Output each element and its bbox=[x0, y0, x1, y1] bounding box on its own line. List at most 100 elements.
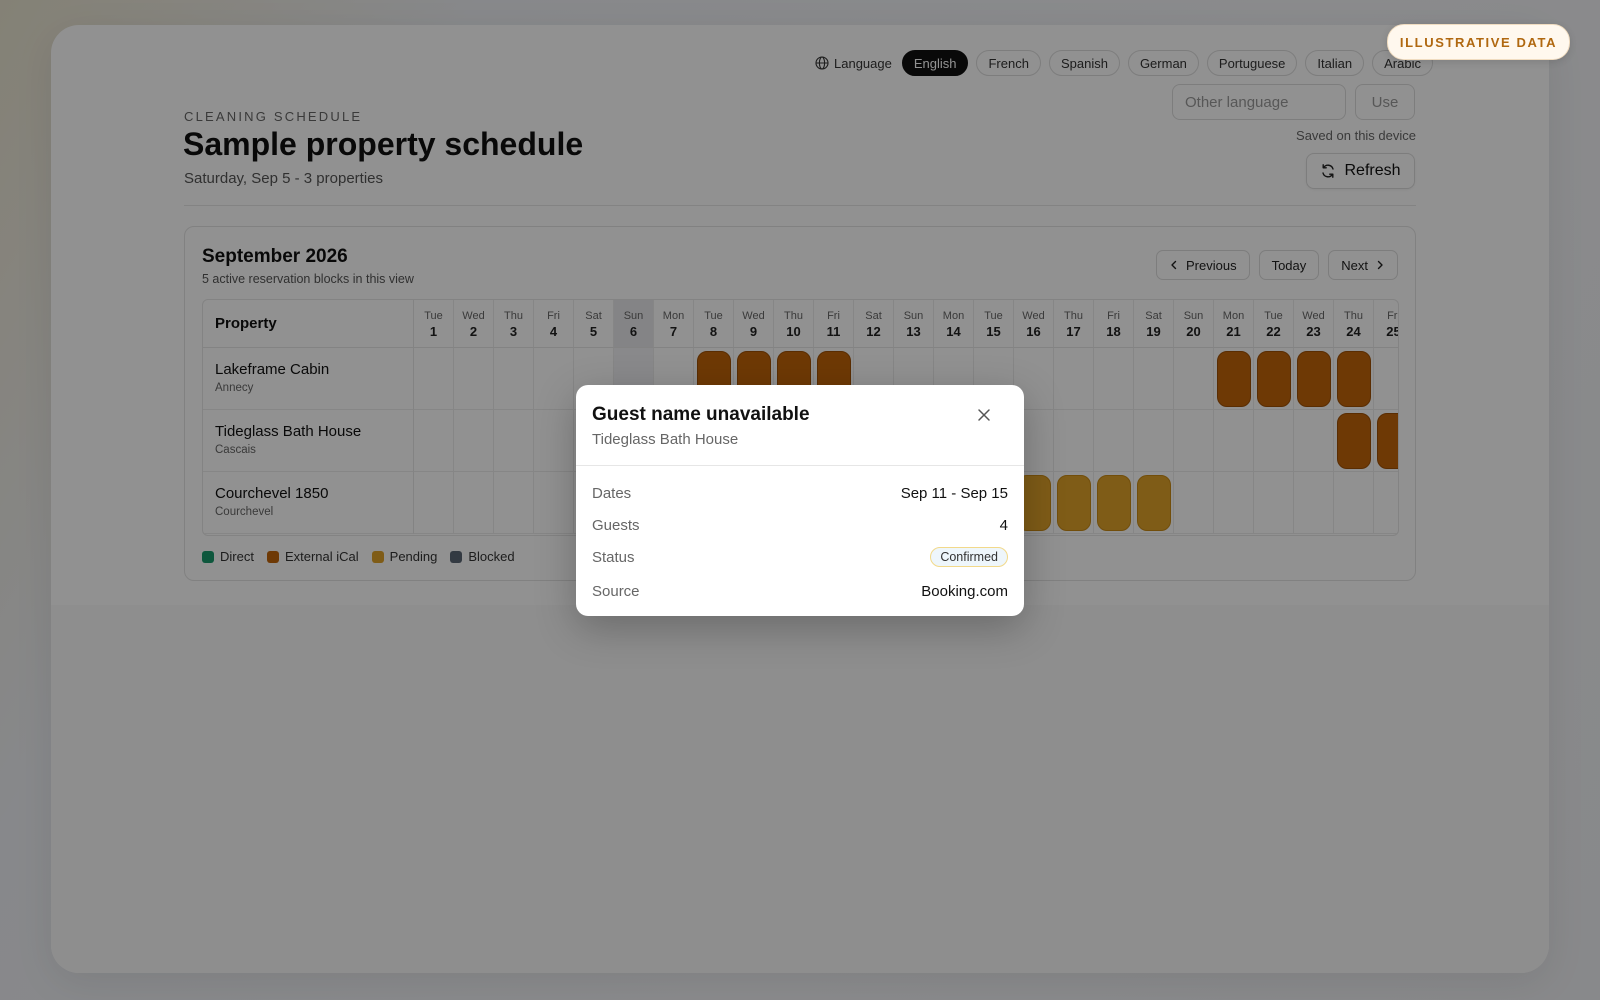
language-chip-portuguese[interactable]: Portuguese bbox=[1206, 50, 1298, 76]
next-button[interactable]: Next bbox=[1328, 250, 1398, 280]
language-chip-french[interactable]: French bbox=[976, 50, 1041, 76]
reservation-block-pending[interactable] bbox=[1137, 475, 1171, 531]
reservation-block-external[interactable] bbox=[1377, 413, 1398, 469]
calendar-cell[interactable] bbox=[1294, 348, 1334, 410]
calendar-cell[interactable] bbox=[1134, 472, 1174, 534]
calendar-cell[interactable] bbox=[1334, 348, 1374, 410]
reservation-block-external[interactable] bbox=[1297, 351, 1331, 407]
day-header-23: Wed 23 bbox=[1294, 300, 1334, 348]
property-name: Tideglass Bath House bbox=[215, 423, 362, 440]
day-of-week-label: Mon bbox=[1222, 310, 1245, 322]
calendar-cell[interactable] bbox=[1374, 410, 1398, 472]
calendar-cell[interactable] bbox=[1254, 410, 1294, 472]
calendar-cell[interactable] bbox=[534, 410, 574, 472]
reservation-block-external[interactable] bbox=[1337, 351, 1371, 407]
day-of-week-label: Fri bbox=[1387, 310, 1399, 322]
legend-label: Pending bbox=[389, 549, 438, 564]
calendar-cell[interactable] bbox=[1214, 410, 1254, 472]
reservation-block-external[interactable] bbox=[1257, 351, 1291, 407]
calendar-cell[interactable] bbox=[1254, 472, 1294, 534]
close-button[interactable] bbox=[970, 401, 998, 429]
language-chip-english[interactable]: English bbox=[901, 50, 969, 76]
reservation-block-pending[interactable] bbox=[1057, 475, 1091, 531]
calendar-cell[interactable] bbox=[534, 348, 574, 410]
calendar-cell[interactable] bbox=[534, 472, 574, 534]
calendar-month: September 2026 bbox=[202, 246, 348, 267]
legend-swatch bbox=[371, 550, 384, 563]
refresh-icon bbox=[1322, 164, 1335, 178]
calendar-cell[interactable] bbox=[454, 472, 494, 534]
calendar-cell[interactable] bbox=[414, 472, 454, 534]
language-chip-italian[interactable]: Italian bbox=[1305, 50, 1365, 76]
day-number-label: 5 bbox=[589, 324, 598, 339]
refresh-button[interactable]: Refresh bbox=[1306, 153, 1415, 189]
calendar-cell[interactable] bbox=[1374, 472, 1398, 534]
legend-item: Blocked bbox=[450, 549, 515, 564]
language-chip-spanish[interactable]: Spanish bbox=[1048, 50, 1120, 76]
language-chip-german[interactable]: German bbox=[1127, 50, 1199, 76]
day-of-week-label: Sun bbox=[903, 310, 924, 322]
calendar-cell[interactable] bbox=[1334, 472, 1374, 534]
calendar-cell[interactable] bbox=[1094, 410, 1134, 472]
day-number-label: 14 bbox=[946, 324, 961, 339]
day-number-label: 13 bbox=[906, 324, 921, 339]
day-header-11: Fri 11 bbox=[814, 300, 854, 348]
calendar-cell[interactable] bbox=[454, 410, 494, 472]
day-header-16: Wed 16 bbox=[1014, 300, 1054, 348]
calendar-cell[interactable] bbox=[1214, 348, 1254, 410]
calendar-cell[interactable] bbox=[1134, 348, 1174, 410]
calendar-cell[interactable] bbox=[414, 410, 454, 472]
day-of-week-label: Thu bbox=[784, 310, 803, 322]
day-number-label: 23 bbox=[1306, 324, 1321, 339]
calendar-cell[interactable] bbox=[1094, 348, 1134, 410]
calendar-cell[interactable] bbox=[1254, 348, 1294, 410]
calendar-cell[interactable] bbox=[494, 410, 534, 472]
day-of-week-label: Sun bbox=[1183, 310, 1204, 322]
calendar-cell[interactable] bbox=[1334, 410, 1374, 472]
calendar-cell[interactable] bbox=[1014, 410, 1054, 472]
day-of-week-label: Tue bbox=[984, 310, 1003, 322]
legend-label: Blocked bbox=[468, 549, 515, 564]
reservation-block-external[interactable] bbox=[1337, 413, 1371, 469]
calendar-cell[interactable] bbox=[1014, 472, 1054, 534]
calendar-cell[interactable] bbox=[1214, 472, 1254, 534]
calendar-cell[interactable] bbox=[1134, 410, 1174, 472]
day-of-week-label: Mon bbox=[942, 310, 965, 322]
previous-button[interactable]: Previous bbox=[1155, 250, 1250, 280]
property-row-label[interactable]: Lakeframe Cabin Annecy bbox=[203, 348, 414, 410]
calendar-cell[interactable] bbox=[454, 348, 494, 410]
calendar-cell[interactable] bbox=[1294, 410, 1334, 472]
day-number-label: 15 bbox=[986, 324, 1001, 339]
app-card: Language English French Spanish German P… bbox=[51, 25, 1549, 973]
property-row-label[interactable]: Tideglass Bath House Cascais bbox=[203, 410, 414, 472]
calendar-cell[interactable] bbox=[1054, 348, 1094, 410]
property-row-label[interactable]: Courchevel 1850 Courchevel bbox=[203, 472, 414, 534]
calendar-blocks-note: 5 active reservation blocks in this view bbox=[202, 272, 414, 286]
modal-property: Tideglass Bath House bbox=[592, 431, 739, 448]
calendar-cell[interactable] bbox=[1294, 472, 1334, 534]
calendar-cell[interactable] bbox=[494, 348, 534, 410]
use-language-button[interactable]: Use bbox=[1355, 84, 1415, 120]
calendar-cell[interactable] bbox=[1054, 410, 1094, 472]
calendar-cell[interactable] bbox=[1014, 348, 1054, 410]
legend-item: Pending bbox=[371, 549, 438, 564]
calendar-cell[interactable] bbox=[1054, 472, 1094, 534]
calendar-cell[interactable] bbox=[1094, 472, 1134, 534]
day-number-label: 7 bbox=[669, 324, 678, 339]
day-header-18: Fri 18 bbox=[1094, 300, 1134, 348]
day-of-week-label: Fri bbox=[1107, 310, 1120, 322]
day-number-label: 4 bbox=[549, 324, 558, 339]
calendar-cell[interactable] bbox=[1174, 348, 1214, 410]
today-button[interactable]: Today bbox=[1258, 250, 1320, 280]
calendar-cell[interactable] bbox=[494, 472, 534, 534]
reservation-block-pending[interactable] bbox=[1097, 475, 1131, 531]
calendar-cell[interactable] bbox=[414, 348, 454, 410]
other-language-input[interactable] bbox=[1172, 84, 1346, 120]
day-number-label: 2 bbox=[469, 324, 478, 339]
property-name: Lakeframe Cabin bbox=[215, 361, 330, 378]
calendar-cell[interactable] bbox=[1374, 348, 1398, 410]
day-number-label: 21 bbox=[1226, 324, 1241, 339]
calendar-cell[interactable] bbox=[1174, 410, 1214, 472]
calendar-cell[interactable] bbox=[1174, 472, 1214, 534]
reservation-block-external[interactable] bbox=[1217, 351, 1251, 407]
